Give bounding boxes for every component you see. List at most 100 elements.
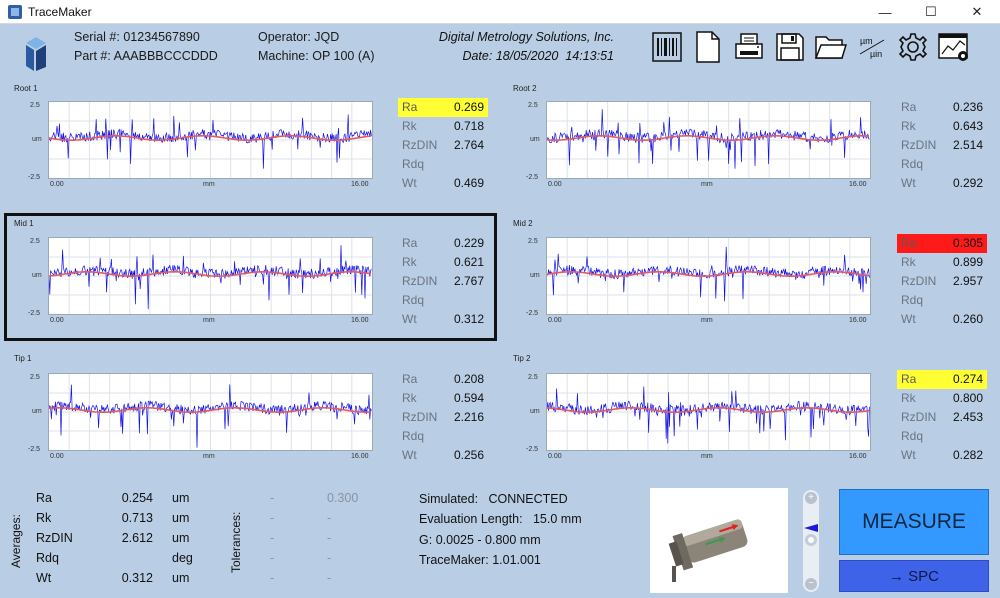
stat-label: Rk [402, 119, 417, 133]
software-version: TraceMaker: 1.01.001 [419, 553, 541, 567]
y-axis-max-label: 2.5 [528, 374, 538, 381]
part-value: AAABBBCCCDDD [113, 49, 218, 63]
stat-label: Wt [402, 176, 417, 190]
zoom-in-button[interactable]: + [805, 492, 817, 504]
x-axis-unit-label: mm [701, 453, 713, 460]
stat-row-rzdin: RzDIN 2.957 [897, 272, 987, 291]
stat-row-rdq: Rdq [897, 291, 987, 310]
panel-title-tip-1: Tip 1 [14, 354, 32, 363]
y-axis-min-label: -2.5 [28, 446, 41, 453]
stat-label: RzDIN [901, 138, 937, 152]
tolerance-min: - [270, 491, 275, 505]
machine-line: Machine: OP 100 (A) [258, 49, 375, 63]
stat-row-rk: Rk 0.899 [897, 253, 987, 272]
date-time: Date: 18/05/2020 14:13:51 [462, 49, 614, 63]
x-axis-unit-label: mm [203, 181, 215, 188]
stat-label: Wt [402, 448, 417, 462]
average-label: Rdq [36, 551, 59, 565]
x-axis-min-label: 0.00 [50, 181, 64, 188]
panel-title-mid-1: Mid 1 [14, 219, 34, 228]
y-axis-unit-label: um [32, 136, 42, 143]
barcode-icon[interactable] [650, 30, 684, 64]
stat-label: Rk [901, 255, 916, 269]
y-axis-max-label: 2.5 [528, 102, 538, 109]
tolerance-min: - [270, 531, 275, 545]
panel-title-tip-2: Tip 2 [513, 354, 531, 363]
y-axis-unit-label: um [530, 408, 540, 415]
stat-label: Rdq [402, 293, 425, 307]
x-axis-max-label: 16.00 [849, 181, 867, 188]
maximize-button[interactable]: ☐ [925, 4, 937, 19]
x-axis-unit-label: mm [701, 317, 713, 324]
x-axis-min-label: 0.00 [50, 453, 64, 460]
y-axis-unit-label: um [32, 408, 42, 415]
close-button[interactable]: ✕ [971, 4, 983, 19]
y-axis-max-label: 2.5 [528, 238, 538, 245]
operator-value: JQD [314, 30, 340, 44]
trace-plot-root-1[interactable] [48, 101, 373, 179]
stat-row-rzdin: RzDIN 2.767 [398, 272, 488, 291]
mean-line [49, 135, 372, 141]
x-axis-min-label: 0.00 [548, 317, 562, 324]
stat-label: Rdq [402, 157, 425, 171]
stat-label: Rk [402, 391, 417, 405]
average-label: Ra [36, 491, 52, 505]
stat-value: 2.514 [952, 138, 983, 152]
save-icon[interactable] [773, 30, 807, 64]
x-axis-max-label: 16.00 [849, 453, 867, 460]
x-axis-max-label: 16.00 [351, 181, 369, 188]
stat-row-wt: Wt 0.292 [897, 174, 987, 193]
trace-plot-tip-2[interactable] [546, 373, 871, 451]
trace-plot-root-2[interactable] [546, 101, 871, 179]
stat-row-rdq: Rdq [398, 155, 488, 174]
trace-plot-mid-1[interactable] [48, 237, 373, 315]
stat-value: 0.260 [952, 312, 983, 326]
trace-plot-tip-1[interactable] [48, 373, 373, 451]
stat-label: Wt [901, 448, 916, 462]
average-label: Wt [36, 571, 52, 585]
stat-label: Rk [402, 255, 417, 269]
measure-button[interactable]: MEASURE [839, 489, 989, 555]
trace-plot-mid-2[interactable] [546, 237, 871, 315]
serial-line: Serial #: 01234567890 [74, 30, 200, 44]
company-name: Digital Metrology Solutions, Inc. [438, 30, 614, 44]
stat-label: RzDIN [402, 274, 438, 288]
units-toggle-icon[interactable]: µm µin [855, 30, 889, 64]
stat-value: 0.718 [453, 119, 484, 133]
zoom-out-button[interactable]: − [805, 578, 817, 590]
average-label: RzDIN [36, 531, 73, 545]
stat-row-rk: Rk 0.800 [897, 389, 987, 408]
stat-row-rzdin: RzDIN 2.216 [398, 408, 488, 427]
print-icon[interactable] [732, 30, 766, 64]
stats-root-1: Ra 0.269 Rk 0.718 RzDIN 2.764 Rdq Wt 0.469 [398, 98, 488, 193]
settings-icon[interactable] [896, 30, 930, 64]
stat-label: RzDIN [402, 410, 438, 424]
trace-chart [547, 102, 870, 178]
stat-value: 0.621 [453, 255, 484, 269]
folder-icon[interactable] [814, 30, 848, 64]
machine-value: OP 100 (A) [312, 49, 375, 63]
stat-label: Rdq [402, 429, 425, 443]
stat-value: 2.453 [952, 410, 983, 424]
tolerance-min: - [270, 551, 275, 565]
document-icon[interactable] [691, 30, 725, 64]
stat-label: Rdq [901, 429, 924, 443]
evaluation-length: Evaluation Length: 15.0 mm [419, 512, 582, 526]
stat-row-ra: Ra 0.229 [398, 234, 488, 253]
stat-value: 0.292 [952, 176, 983, 190]
minimize-button[interactable]: — [878, 4, 892, 20]
stat-value: 0.800 [952, 391, 983, 405]
spc-button[interactable]: → SPC [839, 560, 989, 592]
y-axis-unit-label: um [530, 272, 540, 279]
panel-title-root-1: Root 1 [14, 84, 38, 93]
mean-line [547, 271, 870, 277]
tolerance-max: - [327, 531, 332, 545]
trace-chart [547, 374, 870, 450]
stat-label: Ra [901, 236, 917, 250]
stat-row-rdq: Rdq [398, 427, 488, 446]
average-unit: um [172, 511, 190, 525]
zoom-slider[interactable]: + − [803, 490, 819, 592]
stats-mid-2: Ra 0.305 Rk 0.899 RzDIN 2.957 Rdq Wt 0.260 [897, 234, 987, 329]
image-settings-icon[interactable] [937, 30, 971, 64]
tolerance-max: - [327, 551, 332, 565]
